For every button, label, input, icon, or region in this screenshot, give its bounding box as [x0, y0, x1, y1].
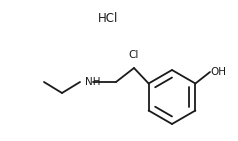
Text: Cl: Cl — [129, 50, 139, 60]
Text: OH: OH — [210, 67, 226, 77]
Text: NH: NH — [85, 77, 101, 87]
Text: HCl: HCl — [98, 12, 118, 25]
